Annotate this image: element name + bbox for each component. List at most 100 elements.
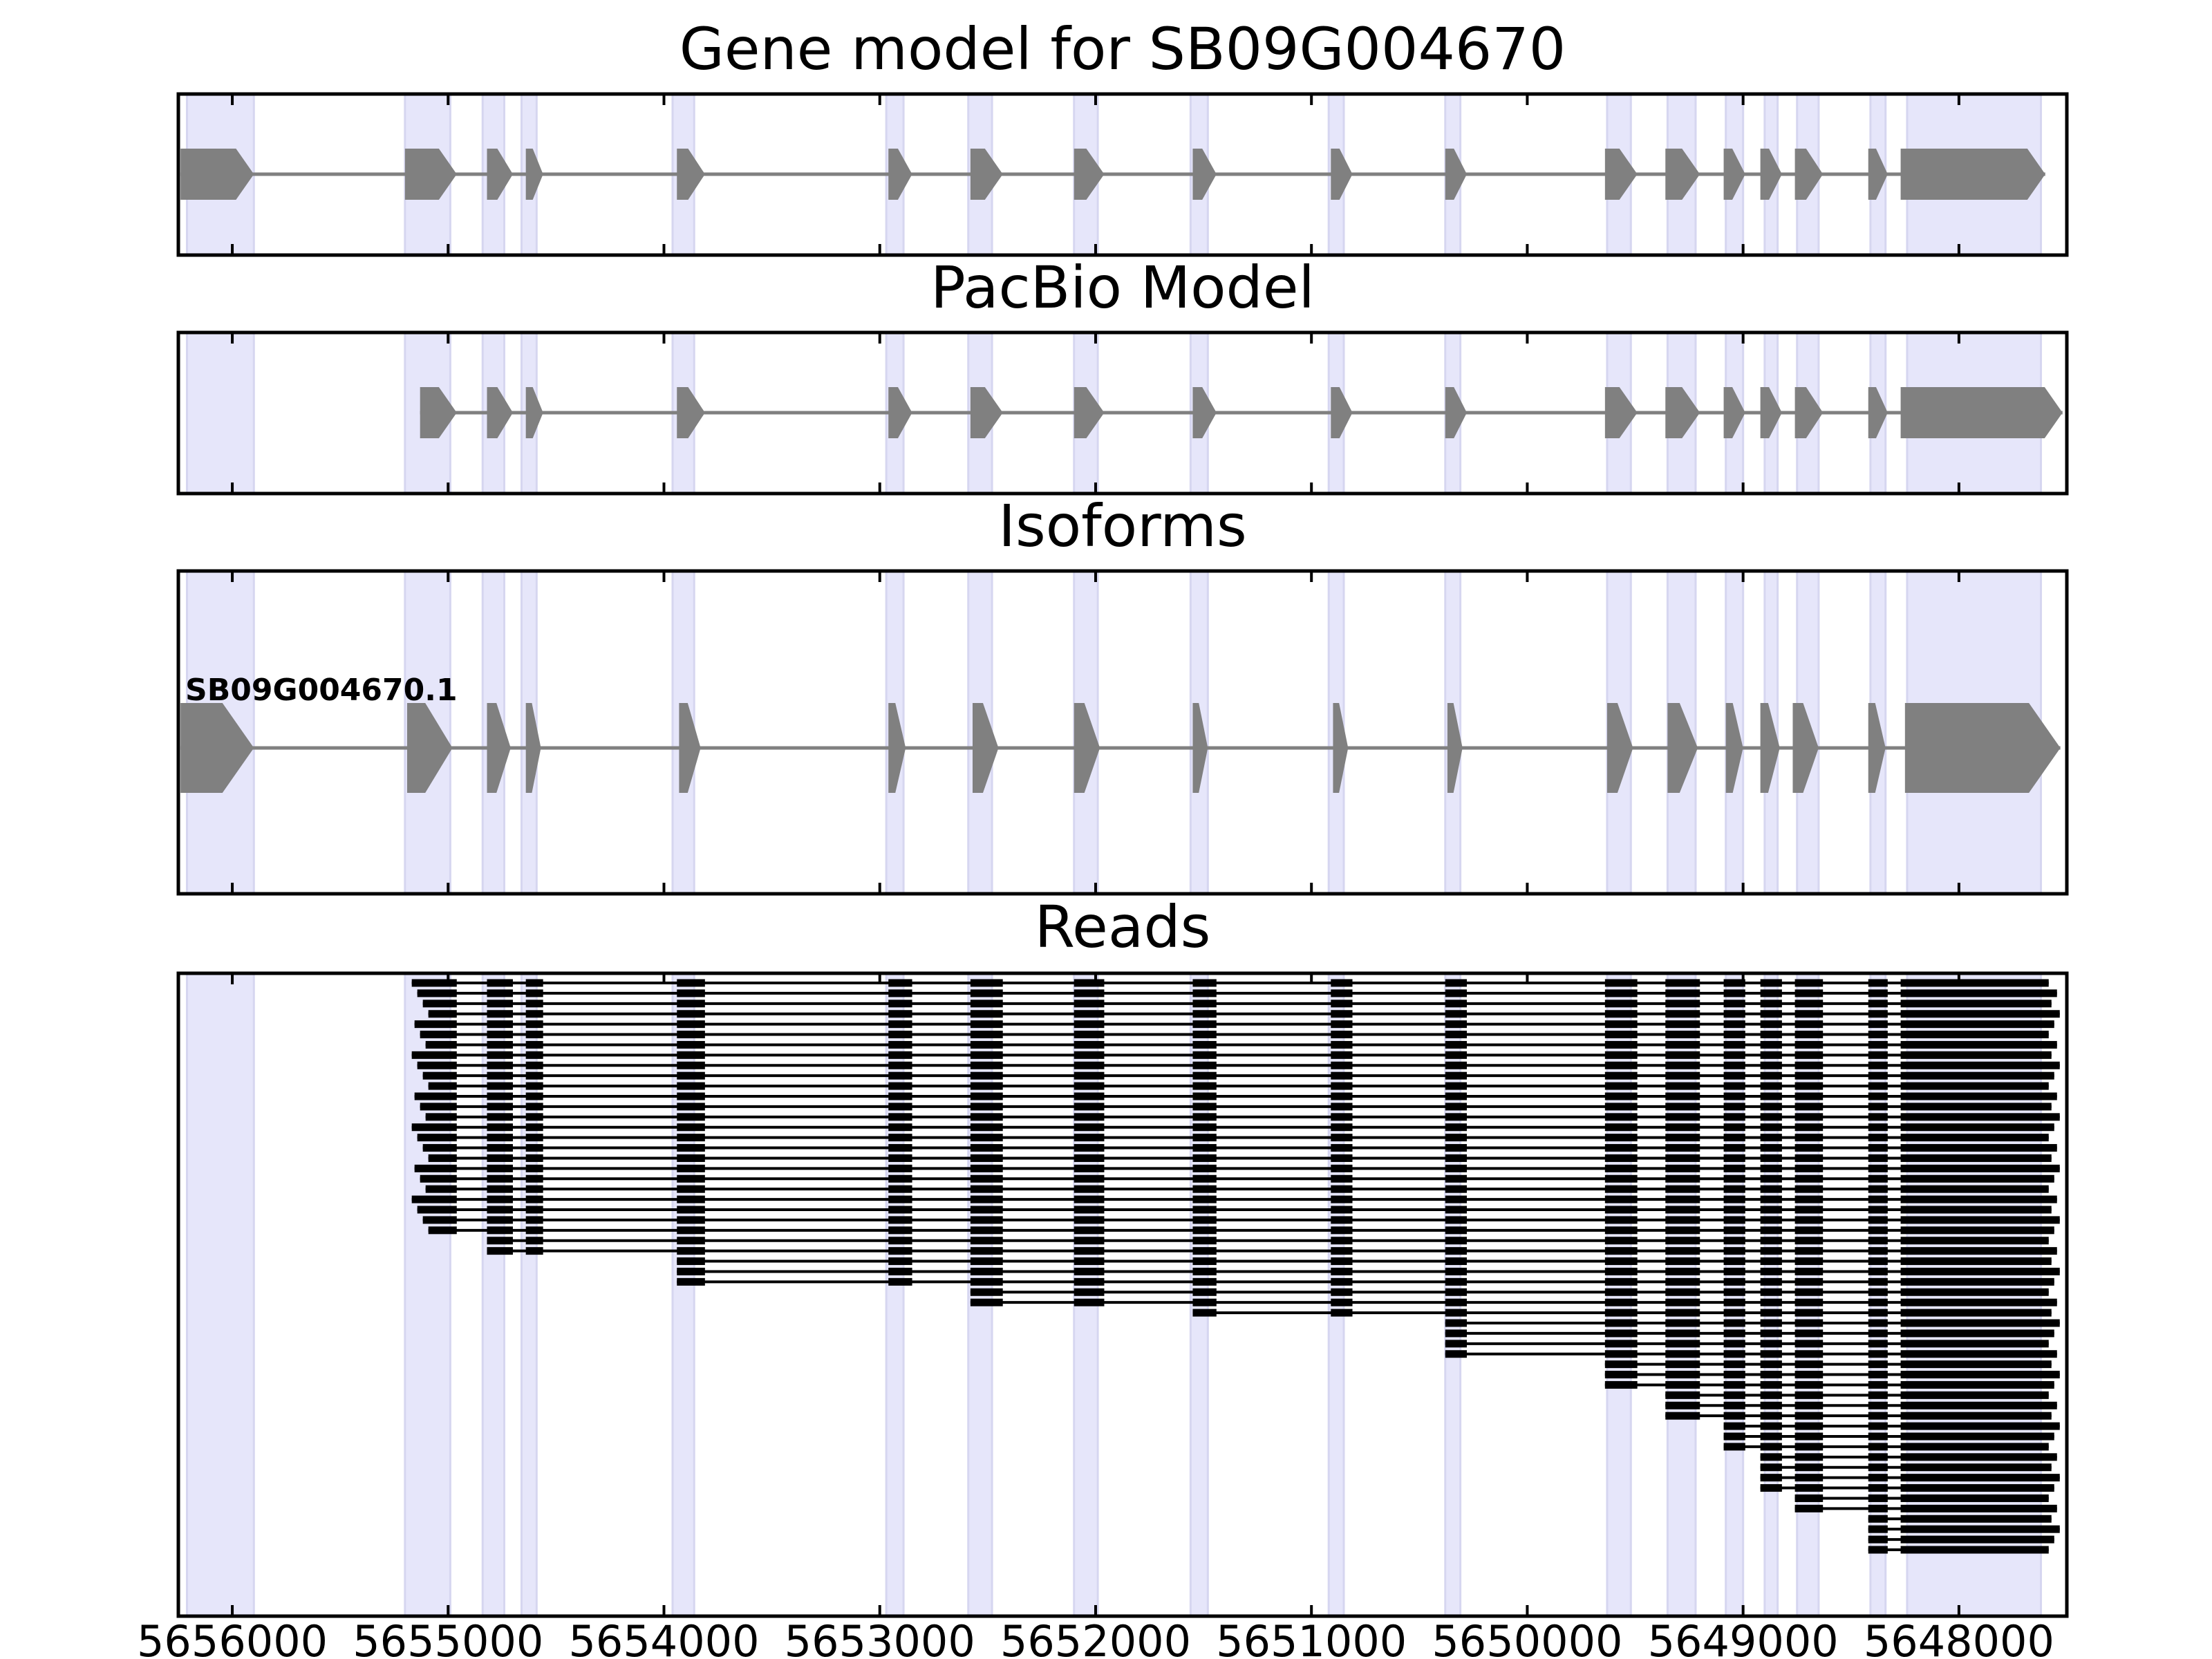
read-exon: [1760, 1185, 1782, 1193]
read-exon: [414, 1164, 457, 1172]
read-exon: [1868, 1515, 1888, 1523]
exon-block: [525, 387, 543, 438]
read-exon: [1074, 1071, 1105, 1080]
exon-block: [1868, 387, 1888, 438]
read-exon: [1331, 1154, 1353, 1162]
read-exon: [1331, 1031, 1353, 1039]
read-exon: [1665, 1257, 1700, 1266]
read-exon: [1604, 1061, 1638, 1069]
isoforms-tracks: [180, 703, 2061, 793]
read-exon: [1723, 1206, 1745, 1214]
read-exon: [1900, 1474, 2060, 1482]
read-exon: [1665, 1247, 1700, 1255]
read-exon: [970, 1195, 1003, 1203]
read-exon: [1868, 1298, 1888, 1306]
read-exon: [1192, 1277, 1217, 1286]
exon-block: [1665, 149, 1700, 200]
read-exon: [1760, 1371, 1782, 1379]
read-exon: [1723, 1134, 1745, 1142]
read-exon: [1723, 1432, 1745, 1441]
read-exon: [1665, 1350, 1700, 1358]
read-exon: [1074, 1206, 1105, 1214]
read-exon: [1900, 1082, 2049, 1090]
exon-block: [1074, 149, 1105, 200]
read-exon: [1665, 1051, 1700, 1059]
read-exon: [1900, 1298, 2057, 1306]
read-exon: [677, 1010, 705, 1018]
highlight-region: [481, 972, 505, 1618]
read-exon: [1331, 989, 1353, 997]
read-exon: [677, 1144, 705, 1152]
read-exon: [1331, 1071, 1353, 1080]
read-exon: [970, 979, 1003, 987]
isoforms-panel-title: Isoforms: [998, 492, 1247, 560]
read-exon: [1723, 1031, 1745, 1039]
read-exon: [525, 1195, 543, 1203]
read-exon: [487, 1040, 513, 1049]
exon-block: [970, 149, 1003, 200]
read-exon: [1665, 1391, 1700, 1399]
read-exon: [1723, 1000, 1745, 1008]
read-exon: [1665, 1195, 1700, 1203]
read-exon: [970, 1134, 1003, 1142]
read-exon: [1665, 1154, 1700, 1162]
read-exon: [411, 1123, 457, 1132]
read-exon: [1604, 1226, 1638, 1235]
read-exon: [1665, 1298, 1700, 1306]
read-exon: [1445, 1257, 1468, 1266]
read-exon: [1604, 1071, 1638, 1080]
read-exon: [677, 1174, 705, 1183]
x-tick-label: 5655000: [353, 1616, 543, 1659]
read-exon: [1900, 1443, 2049, 1451]
read-exon: [1665, 1185, 1700, 1193]
exon-block: [1333, 703, 1349, 793]
read-exon: [1900, 1515, 2052, 1523]
read-exon: [1760, 1031, 1782, 1039]
read-exon: [1900, 1020, 2054, 1029]
read-exon: [487, 1216, 513, 1224]
read-exon: [1794, 1484, 1824, 1492]
read-exon: [1900, 1432, 2054, 1441]
read-exon: [1723, 1123, 1745, 1132]
read-exon: [1900, 1103, 2052, 1111]
exon-block: [1074, 703, 1100, 793]
read-exon: [1868, 1267, 1888, 1275]
read-exon: [1445, 1092, 1468, 1100]
read-exon: [1665, 1092, 1700, 1100]
read-exon: [888, 979, 912, 987]
read-exon: [1794, 1051, 1824, 1059]
read-exon: [1445, 1329, 1468, 1338]
read-exon: [1445, 1061, 1468, 1069]
read-exon: [1331, 1061, 1353, 1069]
read-exon: [677, 1206, 705, 1214]
read-exon: [1604, 1277, 1638, 1286]
read-exon: [1192, 1103, 1217, 1111]
read-exon: [677, 1113, 705, 1121]
read-exon: [888, 1061, 912, 1069]
read-exon: [888, 1134, 912, 1142]
isoforms-panel: Isoforms SB09G004670.1: [176, 492, 2069, 896]
read-exon: [1760, 1144, 1782, 1152]
x-tick-label: 5650000: [1432, 1616, 1622, 1659]
read-exon: [1604, 1051, 1638, 1059]
read-exon: [888, 1174, 912, 1183]
read-exon: [1760, 1051, 1782, 1059]
exon-block: [1665, 387, 1700, 438]
read-exon: [1794, 1206, 1824, 1214]
read-exon: [422, 1000, 457, 1008]
read-exon: [1074, 1195, 1105, 1203]
read-exon: [970, 1226, 1003, 1235]
read-exon: [888, 1092, 912, 1100]
read-exon: [1900, 1546, 2049, 1554]
read-exon: [1723, 1237, 1745, 1245]
exon-block: [1604, 149, 1638, 200]
read-exon: [1445, 1040, 1468, 1049]
exon-block: [180, 703, 254, 793]
read-exon: [1723, 1267, 1745, 1275]
read-exon: [1794, 1422, 1824, 1430]
read-exon: [1760, 1174, 1782, 1183]
read-exon: [1868, 1071, 1888, 1080]
read-exon: [1192, 1226, 1217, 1235]
read-exon: [1760, 1422, 1782, 1430]
read-exon: [1900, 1535, 2054, 1544]
